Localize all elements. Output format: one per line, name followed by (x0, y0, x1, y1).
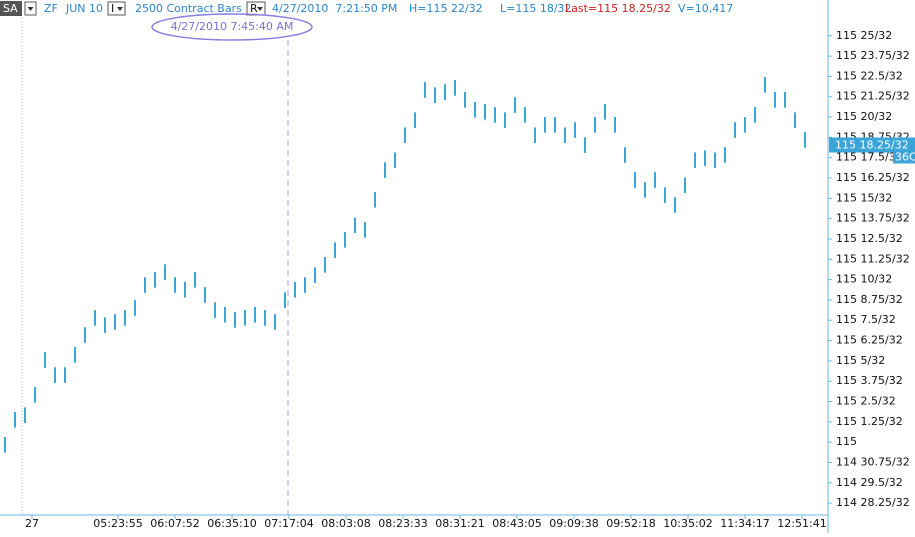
dropdown-arrow (257, 7, 263, 11)
y-tick-label: 115 15/32 (836, 191, 892, 204)
y-tick-label: 115 2.5/32 (836, 395, 896, 408)
x-tick-label: 08:03:08 (321, 517, 370, 530)
y-tick-label: 114 30.75/32 (836, 455, 910, 468)
y-tick-label: 115 17.5/32 (836, 151, 903, 164)
volume-label: V=10,417 (678, 2, 733, 15)
high-label: H=115 22/32 (409, 2, 483, 15)
y-tick-label: 114 29.5/32 (836, 476, 903, 489)
x-tick-label: 10:35:02 (663, 517, 712, 530)
y-tick-label: 115 10/32 (836, 273, 892, 286)
symbol-box[interactable] (0, 1, 22, 16)
y-tick-label: 115 23.75/32 (836, 49, 910, 62)
y-tick-label: 115 22.5/32 (836, 69, 903, 82)
y-tick-label: 115 21.25/32 (836, 90, 910, 103)
last-label: Last=115 18.25/32 (565, 2, 671, 15)
dropdown-arrow (117, 7, 123, 11)
x-tick-label: 11:34:17 (720, 517, 769, 530)
y-tick-label: 115 20/32 (836, 110, 892, 123)
last-price-box (829, 137, 915, 153)
bar-type: 2500 Contract Bars (135, 2, 242, 15)
symbol: ZF (44, 2, 58, 15)
cursor-label: 4/27/2010 7:45:40 AM (171, 20, 294, 33)
y-tick-label: 115 (836, 435, 857, 448)
y-tick-label: 115 8.75/32 (836, 293, 903, 306)
cursor-oval (151, 13, 313, 41)
y-tick-label: 115 16.25/32 (836, 171, 910, 184)
symbol-box-text: SA (3, 2, 18, 15)
x-tick-label: 08:31:21 (435, 517, 484, 530)
last-tag-box (893, 151, 915, 164)
low-label: L=115 18/32 (500, 2, 572, 15)
interval-box-text: I (111, 2, 114, 15)
y-tick-label: 115 5/32 (836, 354, 885, 367)
x-tick-label: 06:07:52 (150, 517, 199, 530)
x-tick-label: 05:23:55 (93, 517, 142, 530)
y-tick-label: 115 1.25/32 (836, 415, 903, 428)
y-tick-label: 115 3.75/32 (836, 374, 903, 387)
y-tick-label: 115 12.5/32 (836, 232, 903, 245)
last-price-label: 115 18.25/32 (835, 138, 909, 151)
dropdown-arrow (27, 7, 34, 11)
x-tick-label: 06:35:10 (207, 517, 256, 530)
y-tick-label: 115 7.5/32 (836, 313, 896, 326)
y-tick-label: 115 6.25/32 (836, 334, 903, 347)
r-box-text: R (250, 2, 258, 15)
x-tick-label: 12:51:41 (777, 517, 826, 530)
y-tick-label: 115 13.75/32 (836, 212, 910, 225)
contract: JUN 10 (65, 2, 103, 15)
last-tag: 36C (895, 150, 915, 163)
x-tick-label: 07:17:04 (264, 517, 313, 530)
datetime: 4/27/2010 7:21:50 PM (272, 2, 397, 15)
y-tick-label: 115 25/32 (836, 29, 892, 42)
x-tick-label: 08:43:05 (492, 517, 541, 530)
y-tick-label: 115 11.25/32 (836, 252, 910, 265)
y-tick-label: 114 28.25/32 (836, 496, 910, 509)
x-tick-label: 27 (25, 517, 39, 530)
x-tick-label: 08:23:33 (378, 517, 427, 530)
x-tick-label: 09:52:18 (606, 517, 655, 530)
x-tick-label: 09:09:38 (549, 517, 598, 530)
interval-box[interactable] (107, 1, 126, 16)
